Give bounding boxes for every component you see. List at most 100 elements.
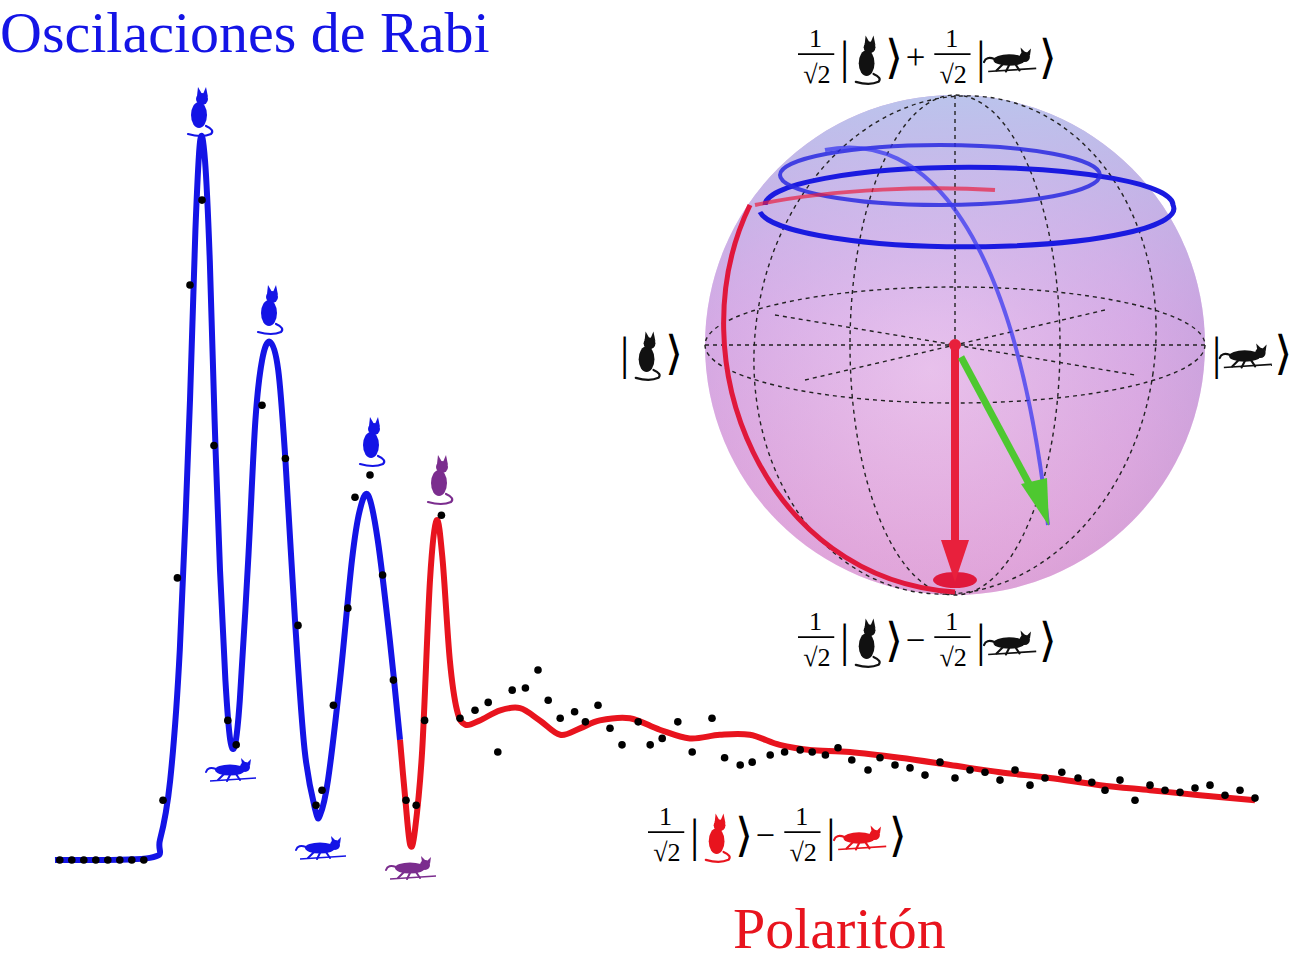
data-point — [1206, 781, 1214, 789]
data-point — [921, 771, 929, 779]
cat-alive-icon — [360, 417, 384, 466]
data-point — [1221, 791, 1229, 799]
data-point — [721, 754, 729, 762]
cat-ear — [241, 758, 246, 764]
cat-alive-icon — [428, 455, 452, 504]
cat-dead-icon — [1220, 343, 1272, 367]
data-point — [104, 856, 112, 864]
data-point — [351, 494, 359, 502]
data-point — [344, 604, 352, 612]
data-point — [951, 774, 959, 782]
origin — [949, 339, 961, 351]
trajectory-blue — [780, 145, 1100, 205]
label-text: ⟩ — [1274, 328, 1292, 379]
data-point — [618, 741, 626, 749]
label-text: | — [690, 810, 699, 861]
data-point — [534, 666, 542, 674]
data-point — [438, 512, 446, 520]
state-label: |⟩ — [620, 328, 683, 380]
data-point — [891, 761, 899, 769]
fraction-bar — [798, 53, 834, 55]
data-point — [766, 751, 774, 759]
cat-ear — [427, 857, 431, 864]
cat-ear — [421, 856, 426, 862]
data-point — [210, 442, 218, 450]
data-point — [674, 718, 682, 726]
cat-body — [363, 432, 379, 458]
ground — [838, 846, 886, 849]
cat-tail — [360, 456, 384, 466]
data-point — [1026, 781, 1034, 789]
fraction-bar — [784, 831, 820, 833]
ground — [988, 651, 1036, 654]
data-point — [174, 574, 182, 582]
data-point — [116, 856, 124, 864]
ground — [390, 876, 436, 879]
data-point — [258, 401, 266, 409]
label-text: √2 — [789, 838, 816, 867]
bloch-vector — [951, 345, 959, 548]
cat-ear — [443, 455, 448, 465]
data-point — [582, 718, 590, 726]
data-point — [1011, 766, 1019, 774]
cat-tail — [428, 494, 452, 504]
cat-alive-icon — [856, 36, 880, 84]
data-point — [1131, 796, 1139, 804]
label-text: ⟩ — [889, 810, 907, 861]
cat-ear — [1256, 343, 1261, 349]
data-point — [966, 766, 974, 774]
cat-alive-icon — [258, 285, 282, 334]
label-text: ⟩ — [885, 615, 903, 666]
data-point — [1191, 784, 1199, 792]
cat-ear — [865, 36, 870, 45]
data-point — [484, 699, 492, 707]
label-text: √2 — [939, 60, 966, 89]
fraction-bar — [648, 831, 684, 833]
data-point — [556, 714, 564, 722]
cat-ear — [273, 285, 278, 295]
sphere — [705, 95, 1205, 595]
arrow-head — [1021, 478, 1049, 526]
data-point — [330, 701, 338, 709]
label-text: | — [840, 32, 849, 83]
label-text: − — [906, 621, 926, 660]
label-text: √2 — [939, 643, 966, 672]
cat-tail — [636, 370, 660, 380]
cat-ear — [645, 332, 650, 341]
data-point — [80, 856, 88, 864]
ground — [210, 778, 256, 781]
data-point — [186, 281, 194, 289]
label-text: 1 — [809, 24, 822, 53]
cat-alive-icon — [706, 814, 730, 862]
bloch-vector — [961, 357, 1035, 495]
data-point — [312, 802, 320, 810]
cat-ear — [651, 332, 656, 342]
fraction-bar — [798, 636, 834, 638]
label-text: | — [1212, 328, 1221, 379]
cat-ear — [267, 285, 272, 294]
data-point — [936, 758, 944, 766]
cat-body — [859, 633, 875, 659]
data-point — [708, 714, 716, 722]
cat-body — [261, 300, 277, 326]
data-point — [68, 856, 76, 864]
data-point — [796, 746, 804, 754]
cat-ear — [337, 837, 341, 844]
label-text: 1 — [795, 802, 808, 831]
label-text: | — [976, 32, 985, 83]
data-point — [456, 714, 464, 722]
cat-ear — [375, 417, 380, 427]
cat-dead-icon — [834, 825, 886, 849]
data-point — [848, 756, 856, 764]
sphere-shade — [705, 95, 1205, 595]
data-point — [606, 725, 614, 733]
data-point — [996, 776, 1004, 784]
bloch-sphere — [705, 70, 1205, 621]
cat-dead-icon — [206, 758, 256, 781]
data-point — [748, 758, 756, 766]
data-point — [834, 744, 842, 752]
cat-ear — [203, 87, 208, 97]
label-text: √2 — [803, 60, 830, 89]
cat-body — [709, 828, 725, 854]
cat-body — [859, 50, 875, 76]
